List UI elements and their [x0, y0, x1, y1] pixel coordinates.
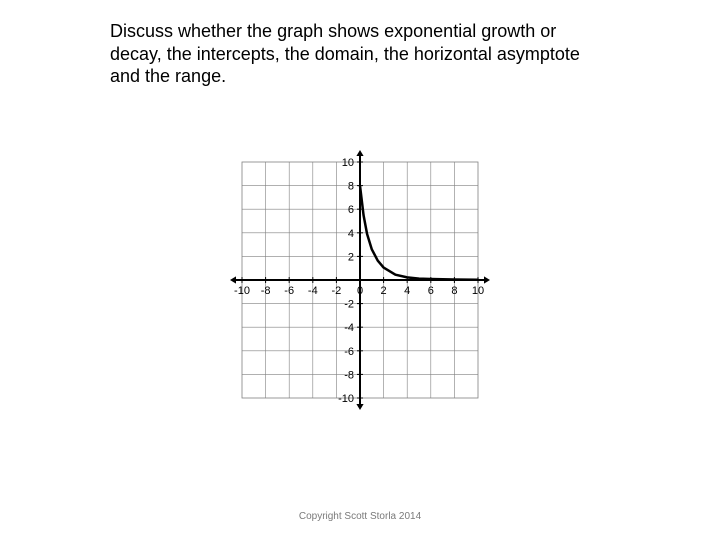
svg-text:2: 2 [381, 285, 387, 297]
svg-text:6: 6 [348, 204, 354, 216]
svg-text:8: 8 [451, 285, 457, 297]
svg-text:-6: -6 [344, 346, 354, 358]
svg-text:-4: -4 [344, 322, 354, 334]
svg-text:4: 4 [404, 285, 410, 297]
svg-text:10: 10 [472, 285, 484, 297]
svg-text:8: 8 [348, 181, 354, 193]
svg-text:-10: -10 [338, 393, 354, 405]
question-text: Discuss whether the graph shows exponent… [110, 20, 610, 88]
exponential-chart: -10-8-6-4-20246810246810-2-4-6-8-10 [220, 140, 500, 420]
copyright-text: Copyright Scott Storla 2014 [0, 511, 720, 522]
svg-text:2: 2 [348, 251, 354, 263]
svg-text:6: 6 [428, 285, 434, 297]
svg-text:0: 0 [357, 285, 363, 297]
svg-text:-6: -6 [284, 285, 294, 297]
svg-text:-8: -8 [344, 369, 354, 381]
svg-text:4: 4 [348, 228, 354, 240]
svg-text:-10: -10 [234, 285, 250, 297]
svg-text:10: 10 [342, 157, 354, 169]
svg-text:-2: -2 [344, 299, 354, 311]
chart-container: -10-8-6-4-20246810246810-2-4-6-8-10 [220, 140, 500, 420]
svg-text:-8: -8 [261, 285, 271, 297]
svg-text:-4: -4 [308, 285, 318, 297]
svg-text:-2: -2 [332, 285, 342, 297]
